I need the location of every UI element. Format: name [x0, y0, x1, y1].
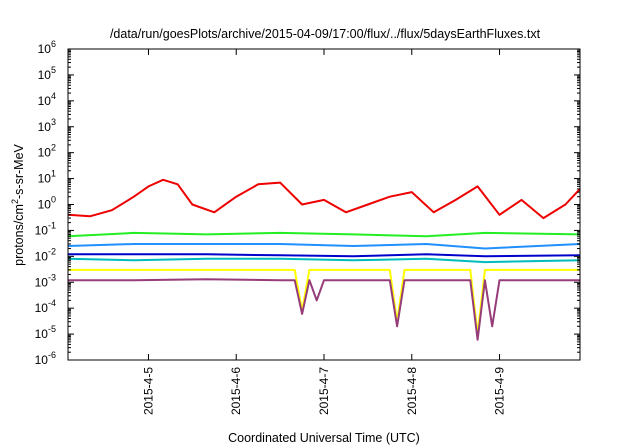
- x-axis: 2015-4-5 2015-4-6 2015-4-7 2015-4-8 2015-4-9: [141, 49, 507, 415]
- x-tick-label: 2015-4-9: [493, 367, 507, 415]
- plot-frame: [67, 48, 581, 361]
- y-tick-label: 105: [38, 65, 56, 82]
- x-tick-label: 2015-4-8: [405, 367, 419, 415]
- series-line-1: [67, 178, 581, 220]
- y-tick-label: 101: [38, 169, 56, 186]
- y-tick-label: 10-4: [35, 298, 56, 315]
- x-axis-label: Coordinated Universal Time (UTC): [228, 431, 420, 445]
- x-tick-label: 2015-4-7: [317, 367, 331, 415]
- y-axis: 10-6 10-5 10-4 10-3 10-2 10-1 100 101 102 103 104 1…: [35, 39, 580, 367]
- series-layer: [67, 178, 581, 341]
- y-tick-label: 102: [38, 143, 56, 160]
- y-tick-label: 10-3: [35, 272, 56, 289]
- y-tick-label: 100: [38, 195, 56, 212]
- series-line-7: [68, 278, 580, 341]
- y-tick-label: 106: [38, 39, 56, 56]
- series-line-3: [67, 243, 581, 250]
- series-line-4: [68, 253, 581, 258]
- series-line-5: [67, 257, 581, 264]
- y-tick-label: 10-5: [35, 324, 56, 341]
- series-line-2: [67, 231, 581, 238]
- chart-title: /data/run/goesPlots/archive/2015-04-09/1…: [110, 27, 541, 41]
- x-tick-label: 2015-4-6: [229, 367, 243, 415]
- y-tick-label: 10-1: [35, 220, 56, 237]
- y-tick-label: 104: [38, 91, 56, 108]
- y-axis-label: protons/cm2-s-sr-MeV: [10, 143, 26, 265]
- y-tick-label: 10-2: [35, 246, 56, 263]
- y-tick-label: 10-6: [35, 350, 56, 367]
- x-tick-label: 2015-4-5: [141, 367, 155, 415]
- y-tick-label: 103: [38, 117, 56, 134]
